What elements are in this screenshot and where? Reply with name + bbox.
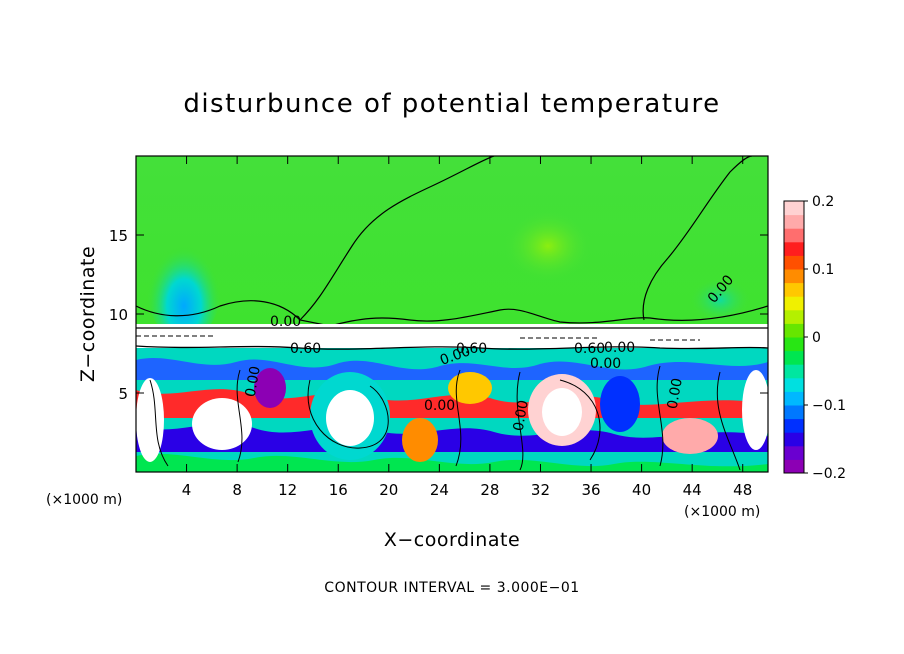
y-axis-label: Z−coordinate	[77, 246, 99, 382]
x-axis-unit-left: (×1000 m)	[46, 492, 122, 508]
contour-zero-upper	[299, 156, 495, 321]
contour-labels: 0.00 0.00 0.00 0.00 0.00 0.00 0.00 0.00 …	[243, 272, 738, 432]
x-tick-label: 20	[379, 481, 398, 499]
field-upper-layer	[136, 156, 768, 332]
contour-label: 0.00	[511, 399, 532, 432]
contour-label: 0.60	[574, 341, 605, 357]
x-tick-label: 44	[683, 481, 702, 499]
colorbar-swatch	[784, 377, 804, 392]
colorbar-swatch	[784, 337, 804, 352]
contour-turbulence	[149, 365, 741, 471]
x-tick-label: 48	[733, 481, 752, 499]
contour-label: 0.00	[590, 356, 621, 372]
contour-label: 0.00	[243, 365, 264, 398]
x-tick-label: 32	[531, 481, 550, 499]
colorbar-swatch	[784, 255, 804, 270]
y-tick-label: 10	[109, 306, 128, 324]
plot-area	[136, 156, 768, 472]
colorbar-swatch	[784, 201, 804, 216]
field-lime-anomaly	[504, 210, 592, 282]
contour-interval-note: CONTOUR INTERVAL = 3.000E−01	[324, 580, 579, 596]
colorbar-swatch	[784, 364, 804, 379]
contour-zero-inversion	[136, 300, 768, 327]
x-tick-label: 8	[232, 481, 242, 499]
x-tick-label: 4	[182, 481, 192, 499]
x-axis-unit-right: (×1000 m)	[684, 504, 760, 520]
colorbar-swatch	[784, 391, 804, 406]
colorbar-swatch	[784, 309, 804, 324]
colorbar-swatch	[784, 323, 804, 338]
colorbar-swatch	[784, 459, 804, 474]
colorbar-tick-label: −0.2	[812, 466, 846, 482]
x-tick-label: 36	[581, 481, 600, 499]
x-tick-label: 40	[632, 481, 651, 499]
colorbar-swatch	[784, 228, 804, 243]
colorbar-swatch	[784, 350, 804, 365]
contour-label: 0.00	[424, 398, 455, 414]
colorbar-swatch	[784, 432, 804, 447]
y-tick-label: 5	[118, 385, 128, 403]
contour-label: 0.60	[290, 341, 321, 357]
colorbar-swatch	[784, 269, 804, 284]
colorbar-swatch	[784, 214, 804, 229]
x-tick-label: 28	[480, 481, 499, 499]
x-tick-label: 16	[329, 481, 348, 499]
contour-label: 0.00	[270, 314, 301, 330]
turbulence-field	[136, 358, 768, 472]
colorbar-swatch	[784, 296, 804, 311]
y-tick-label: 15	[109, 227, 128, 245]
colorbar-tick-label: 0	[812, 330, 821, 346]
chart-title: disturbunce of potential temperature	[183, 89, 720, 119]
contour-dashed-band	[136, 335, 700, 341]
colorbar-tick-label: 0.1	[812, 262, 834, 278]
colorbar-swatch	[784, 405, 804, 420]
contour-zero-right	[642, 156, 753, 321]
colorbar-swatch	[784, 418, 804, 433]
contour-label: 0.60	[456, 341, 487, 357]
field-teal-anomaly	[690, 278, 750, 322]
contour-label: 0.00	[665, 377, 686, 410]
colorbar-ticks: 0.2 0.1 0 −0.1 −0.2	[804, 194, 846, 482]
colorbar-tick-label: −0.1	[812, 398, 846, 414]
x-axis-ticks: 4 8 12 16 20 24 28 32 36 40 44 48	[182, 156, 752, 499]
y-axis-ticks: 5 10 15	[109, 227, 768, 403]
x-tick-label: 12	[278, 481, 297, 499]
x-axis-label: X−coordinate	[384, 529, 520, 551]
colorbar	[784, 201, 804, 474]
colorbar-swatch	[784, 282, 804, 297]
colorbar-swatch	[784, 445, 804, 460]
x-tick-label: 24	[430, 481, 449, 499]
colorbar-swatch	[784, 241, 804, 256]
contour-inversion-bottom	[136, 345, 768, 350]
colorbar-tick-label: 0.2	[812, 194, 834, 210]
contour-label: 0.00	[604, 340, 635, 356]
